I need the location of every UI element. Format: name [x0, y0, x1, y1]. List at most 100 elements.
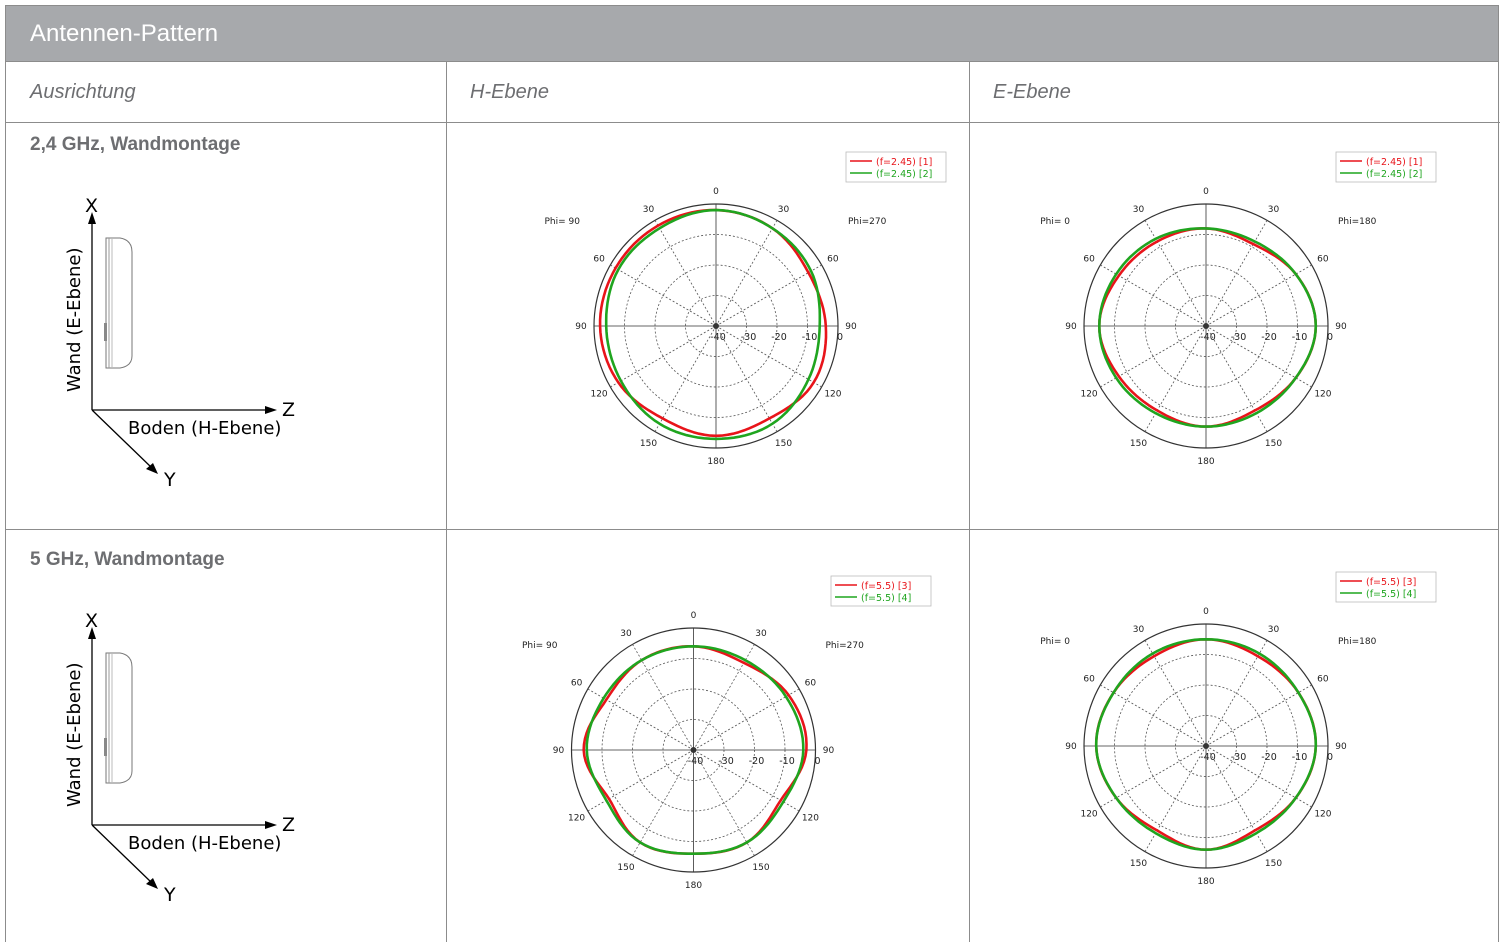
legend-entry: (f=2.45) [2]: [876, 169, 932, 180]
angle-tick-label: 30: [778, 205, 790, 215]
angle-tick-label: 30: [755, 629, 767, 639]
angle-tick-label: 150: [617, 863, 634, 873]
radial-tick-label: -20: [1261, 332, 1277, 343]
angle-tick-label: 150: [752, 863, 769, 873]
polar-spoke: [1205, 325, 1312, 388]
column-header-e-plane: E-Ebene: [969, 62, 1500, 123]
phi-right-label: Phi=270: [826, 641, 865, 651]
angle-tick-label: 180: [707, 457, 724, 467]
y-axis-arrow: [146, 463, 158, 474]
radial-tick-label: -40: [1200, 752, 1216, 763]
polar-spoke: [1205, 745, 1312, 808]
angle-tick-label: 150: [640, 439, 657, 449]
legend-box: [1335, 571, 1437, 603]
radial-tick-label: -10: [1292, 332, 1308, 343]
y-axis-label: Y: [163, 469, 176, 491]
radial-tick-label: 0: [837, 332, 843, 343]
radial-tick-label: -20: [771, 332, 787, 343]
angle-tick-label: 30: [1133, 625, 1145, 635]
y-axis-arrow: [146, 878, 158, 889]
polar-spoke: [1100, 745, 1207, 808]
angle-tick-label: 120: [590, 390, 607, 400]
angle-tick-label: 30: [643, 205, 655, 215]
polar-spoke: [693, 688, 800, 751]
angle-tick-label: 30: [1133, 205, 1145, 215]
x-axis-label: X: [85, 610, 98, 632]
polar-spoke: [693, 749, 755, 856]
radial-tick-label: -40: [688, 756, 704, 767]
x-axis-label: X: [85, 195, 98, 217]
polar-spoke: [1144, 640, 1207, 747]
angle-tick-label: 120: [1314, 390, 1331, 400]
chart-legend: (f=5.5) [3](f=5.5) [4]: [830, 575, 932, 607]
legend-entry: (f=5.5) [3]: [1366, 577, 1416, 588]
polar-spoke: [654, 220, 717, 327]
angle-tick-label: 30: [620, 629, 632, 639]
polar-spoke: [715, 264, 822, 327]
radial-tick-label: -20: [1261, 752, 1277, 763]
table-title: Antennen-Pattern: [30, 20, 219, 47]
series-curve: [1098, 227, 1318, 428]
y-axis-line: [91, 409, 153, 469]
legend-entry: (f=5.5) [4]: [1366, 589, 1416, 600]
polar-spoke: [1144, 325, 1207, 432]
polar-spoke: [610, 325, 717, 388]
radial-tick-label: -40: [1200, 332, 1216, 343]
angle-tick-label: 120: [802, 814, 819, 824]
legend-box: [845, 151, 947, 183]
radial-tick-label: 0: [814, 756, 820, 767]
radial-tick-label: -30: [718, 756, 734, 767]
polar-spoke: [1205, 684, 1312, 747]
polar-center-dot: [713, 323, 719, 329]
column-header-label: Ausrichtung: [30, 81, 136, 103]
x-axis-arrow: [88, 627, 96, 639]
angle-tick-label: 180: [685, 881, 702, 891]
y-axis-line: [91, 824, 153, 884]
polar-center-dot: [1203, 323, 1209, 329]
orientation-svg: X Z Y Boden (H-Ebene) Wand (E-Ebene): [64, 610, 295, 906]
polar-spoke: [1100, 684, 1207, 747]
legend-entry: (f=2.45) [2]: [1366, 169, 1422, 180]
radial-tick-label: -30: [1231, 752, 1247, 763]
angle-tick-label: 90: [823, 746, 835, 756]
column-header-h-plane: H-Ebene: [446, 62, 969, 123]
angle-tick-label: 150: [775, 439, 792, 449]
radial-tick-label: -10: [1292, 752, 1308, 763]
series-curve: [1094, 638, 1318, 851]
y-axis-label: Y: [163, 884, 176, 906]
antenna-pattern-table: Antennen-Pattern Ausrichtung H-Ebene E-E…: [5, 5, 1500, 942]
angle-tick-label: 180: [1197, 457, 1214, 467]
column-header-label: E-Ebene: [993, 81, 1071, 103]
polar-plot-e-2-4ghz: (f=2.45) [1] (f=2.45) [2] Phi= 0 Phi=180 0 30…: [1031, 144, 1441, 474]
angle-tick-label: 90: [1065, 322, 1077, 332]
wall-label: Wand (E-Ebene): [64, 662, 85, 807]
x-axis-arrow: [88, 212, 96, 224]
orientation-diagram: X Z Y Boden (H-Ebene) Wand (E-Ebene): [46, 188, 306, 508]
device-clip: [104, 738, 107, 756]
angle-tick-label: 30: [1268, 205, 1280, 215]
radial-tick-label: -20: [749, 756, 765, 767]
radial-tick-label: -10: [779, 756, 795, 767]
angle-tick-label: 120: [1080, 810, 1097, 820]
column-header-orientation: Ausrichtung: [6, 62, 446, 123]
polar-svg: (f=2.45) [1](f=2.45) [2] Phi= 0 Phi=180 0 30…: [1040, 151, 1437, 467]
polar-spoke: [632, 644, 694, 751]
angle-tick-label: 90: [553, 746, 565, 756]
polar-spoke: [715, 325, 822, 388]
polar-plot-h-2-4ghz: (f=2.45) [1] (f=2.45) [2] Phi= 90 Phi=270 0 3…: [541, 144, 951, 474]
angle-tick-label: 150: [1130, 439, 1147, 449]
legend-entry: (f=5.5) [4]: [861, 593, 911, 604]
polar-plot-e-5ghz: (f=5.5) [3] (f=5.5) [4] Phi= 0 Phi=180 0 30 60…: [1031, 564, 1441, 894]
polar-svg: (f=2.45) [1](f=2.45) [2] Phi= 90 Phi=270 0 3…: [545, 151, 947, 467]
angle-tick-label: 120: [568, 814, 585, 824]
angle-tick-label: 150: [1265, 859, 1282, 869]
phi-right-label: Phi=180: [1338, 217, 1377, 227]
angle-tick-label: 0: [1203, 607, 1209, 617]
chart-legend: (f=5.5) [3](f=5.5) [4]: [1335, 571, 1437, 603]
polar-spoke: [610, 264, 717, 327]
angle-tick-label: 90: [1065, 742, 1077, 752]
polar-svg: (f=5.5) [3](f=5.5) [4] Phi= 90 Phi=270 0 30 6…: [522, 575, 932, 891]
phi-right-label: Phi=270: [848, 217, 887, 227]
floor-label: Boden (H-Ebene): [128, 418, 281, 439]
radial-tick-label: -30: [1231, 332, 1247, 343]
